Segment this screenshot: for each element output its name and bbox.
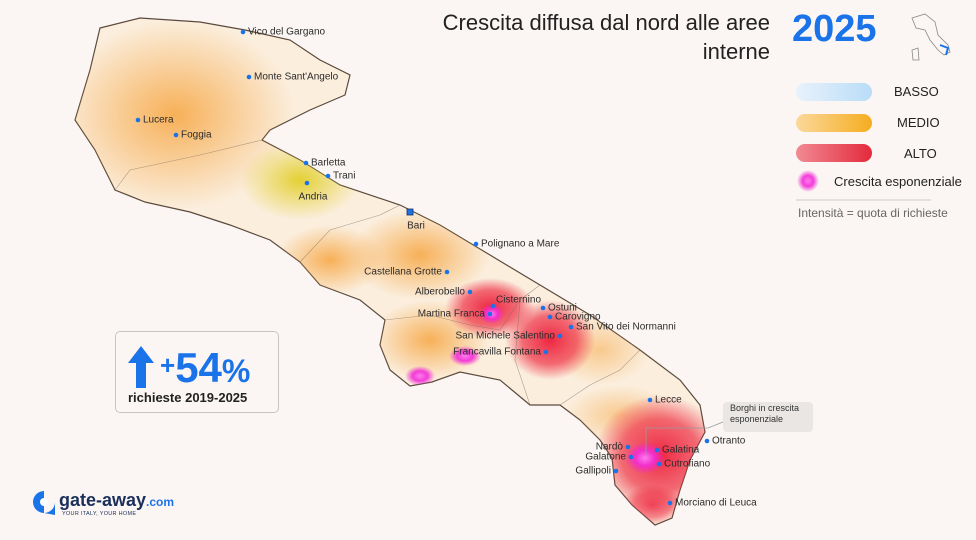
stat-sign: +	[160, 350, 176, 380]
city-marker	[568, 324, 574, 330]
city-label: Monte Sant'Angelo	[254, 72, 339, 83]
logo-icon	[33, 491, 55, 515]
legend-item: ALTO	[904, 146, 937, 161]
city-marker	[487, 311, 493, 317]
legend-note: Intensità = quota di richieste	[798, 206, 948, 220]
city-label: Martina Franca	[418, 309, 486, 320]
city-label: Ostuni	[548, 303, 577, 314]
city-label: Andria	[299, 192, 328, 203]
city-label: Morciano di Leuca	[675, 498, 757, 509]
city-marker	[628, 454, 634, 460]
logo-domain: .com	[146, 495, 175, 509]
stat-unit: %	[221, 353, 251, 389]
stat-value: +54%	[160, 344, 250, 392]
city-label: Cisternino	[496, 295, 541, 306]
city-marker	[490, 303, 496, 309]
city-label: Cutrofiano	[664, 459, 711, 470]
stat-box: +54% richieste 2019-2025	[115, 331, 279, 413]
city-label: Carovigno	[555, 312, 601, 323]
city-label: Trani	[333, 171, 355, 182]
city-marker	[667, 500, 673, 506]
legend-item: Crescita esponenziale	[834, 174, 962, 189]
stat-label: richieste 2019-2025	[128, 390, 248, 405]
city-marker	[135, 117, 141, 123]
logo-name: gate-away	[59, 490, 147, 510]
city-marker	[246, 74, 252, 80]
city-label: Bari	[407, 221, 425, 232]
city-marker	[173, 132, 179, 138]
legend-swatches	[796, 83, 931, 201]
title: Crescita diffusa dal nord alle aree inte…	[442, 10, 770, 64]
city-label: Vico del Gargano	[248, 27, 326, 38]
city-label: Castellana Grotte	[364, 267, 442, 278]
city-label: Gallipoli	[575, 466, 611, 477]
annotation-text: Borghi in crescita esponenziale	[730, 403, 799, 424]
city-marker	[240, 29, 246, 35]
city-marker	[625, 444, 631, 450]
city-marker	[303, 160, 309, 166]
city-label: Lecce	[655, 395, 682, 406]
italy-icon	[911, 13, 951, 61]
city-marker	[473, 241, 479, 247]
city-marker	[304, 180, 310, 186]
city-label: San Michele Salentino	[455, 331, 555, 342]
city-label: Galatone	[585, 452, 626, 463]
legend-item: BASSO	[894, 84, 939, 99]
annotation: Borghi in crescita esponenziale	[645, 402, 813, 455]
city-label: Foggia	[181, 130, 212, 141]
city-marker	[654, 447, 660, 453]
city-marker	[557, 333, 563, 339]
city-label: Otranto	[712, 436, 746, 447]
city-marker	[406, 208, 414, 216]
city-marker	[467, 289, 473, 295]
city-label: Alberobello	[415, 287, 465, 298]
logo-tagline: YOUR ITALY, YOUR HOME	[62, 511, 137, 517]
city-marker	[325, 173, 331, 179]
city-label: Nardò	[596, 442, 624, 453]
city-marker	[444, 269, 450, 275]
city-label: Barletta	[311, 158, 346, 169]
cities: Vico del Gargano Monte Sant'Angelo Lucera F…	[135, 27, 757, 509]
city-marker	[647, 397, 653, 403]
legend-item: MEDIO	[897, 115, 940, 130]
city-label: Galatina	[662, 445, 700, 456]
stat-number: 54	[175, 344, 222, 391]
city-label: Francavilla Fontana	[453, 347, 541, 358]
city-label: Lucera	[143, 115, 174, 126]
arrow-icon	[128, 346, 154, 388]
city-marker	[540, 305, 546, 311]
city-marker	[656, 461, 662, 467]
logo-text: gate-away.com	[59, 490, 174, 511]
city-marker	[704, 438, 710, 444]
city-label: San Vito dei Normanni	[576, 322, 676, 333]
city-marker	[543, 349, 549, 355]
city-marker	[547, 314, 553, 320]
city-label: Polignano a Mare	[481, 239, 560, 250]
year: 2025	[792, 8, 877, 50]
city-marker	[613, 468, 619, 474]
